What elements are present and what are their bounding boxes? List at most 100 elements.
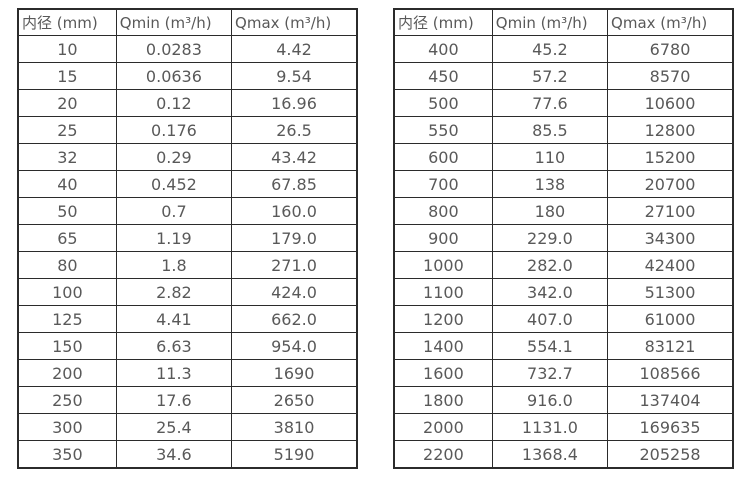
table-cell: 900 — [393, 224, 493, 252]
table-row: 1000 282.0 42400 — [393, 251, 734, 279]
table-cell: 77.6 — [491, 89, 609, 117]
table-cell: 80 — [17, 251, 117, 279]
table-cell: 20 — [17, 89, 117, 117]
table-cell: 15200 — [607, 143, 734, 171]
table-cell: 26.5 — [231, 116, 358, 144]
table-body-small-diameters: 10 0.0283 4.42 15 0.0636 9.54 20 0.12 16.96 25 0.1… — [17, 35, 358, 469]
table-cell: 160.0 — [231, 197, 358, 225]
col-header-qmax: Qmax (m³/h) — [607, 8, 734, 36]
table-row: 700 138 20700 — [393, 170, 734, 198]
table-cell: 12800 — [607, 116, 734, 144]
table-cell: 65 — [17, 224, 117, 252]
table-cell: 137404 — [607, 386, 734, 414]
table-row: 50 0.7 160.0 — [17, 197, 358, 225]
table-cell: 350 — [17, 440, 117, 469]
table-cell: 15 — [17, 62, 117, 90]
table-body-large-diameters: 400 45.2 6780 450 57.2 8570 500 77.6 10600 550 85.… — [393, 35, 734, 469]
table-cell: 282.0 — [491, 251, 609, 279]
table-cell: 1400 — [393, 332, 493, 360]
table-cell: 138 — [491, 170, 609, 198]
header-row: 内径 (mm) Qmin (m³/h) Qmax (m³/h) — [393, 8, 734, 36]
table-cell: 0.12 — [115, 89, 233, 117]
table-row: 600 110 15200 — [393, 143, 734, 171]
table-cell: 9.54 — [231, 62, 358, 90]
table-row: 2000 1131.0 169635 — [393, 413, 734, 441]
col-header-qmin: Qmin (m³/h) — [115, 8, 233, 36]
table-cell: 4.41 — [115, 305, 233, 333]
table-cell: 25.4 — [115, 413, 233, 441]
table-cell: 34300 — [607, 224, 734, 252]
table-cell: 0.29 — [115, 143, 233, 171]
table-cell: 180 — [491, 197, 609, 225]
table-row: 125 4.41 662.0 — [17, 305, 358, 333]
table-cell: 179.0 — [231, 224, 358, 252]
table-cell: 0.0636 — [115, 62, 233, 90]
table-cell: 25 — [17, 116, 117, 144]
col-header-inner-diameter: 内径 (mm) — [393, 8, 493, 36]
table-cell: 34.6 — [115, 440, 233, 469]
table-row: 65 1.19 179.0 — [17, 224, 358, 252]
table-cell: 1600 — [393, 359, 493, 387]
col-header-qmin: Qmin (m³/h) — [491, 8, 609, 36]
table-row: 20 0.12 16.96 — [17, 89, 358, 117]
table-row: 25 0.176 26.5 — [17, 116, 358, 144]
table-row: 400 45.2 6780 — [393, 35, 734, 63]
table-cell: 32 — [17, 143, 117, 171]
table-cell: 916.0 — [491, 386, 609, 414]
table-row: 40 0.452 67.85 — [17, 170, 358, 198]
table-cell: 57.2 — [491, 62, 609, 90]
table-cell: 1368.4 — [491, 440, 609, 469]
table-row: 800 180 27100 — [393, 197, 734, 225]
table-cell: 51300 — [607, 278, 734, 306]
table-cell: 954.0 — [231, 332, 358, 360]
table-cell: 600 — [393, 143, 493, 171]
table-cell: 5190 — [231, 440, 358, 469]
table-cell: 424.0 — [231, 278, 358, 306]
table-row: 1200 407.0 61000 — [393, 305, 734, 333]
table-row: 150 6.63 954.0 — [17, 332, 358, 360]
table-row: 550 85.5 12800 — [393, 116, 734, 144]
table-row: 250 17.6 2650 — [17, 386, 358, 414]
table-cell: 43.42 — [231, 143, 358, 171]
table-row: 100 2.82 424.0 — [17, 278, 358, 306]
table-row: 200 11.3 1690 — [17, 359, 358, 387]
flow-table-small-diameters: 内径 (mm) Qmin (m³/h) Qmax (m³/h) 10 0.0283… — [17, 8, 358, 469]
table-cell: 50 — [17, 197, 117, 225]
table-row: 500 77.6 10600 — [393, 89, 734, 117]
table-cell: 300 — [17, 413, 117, 441]
table-cell: 4.42 — [231, 35, 358, 63]
table-cell: 1200 — [393, 305, 493, 333]
table-cell: 10 — [17, 35, 117, 63]
table-cell: 8570 — [607, 62, 734, 90]
table-cell: 1000 — [393, 251, 493, 279]
table-row: 300 25.4 3810 — [17, 413, 358, 441]
table-cell: 205258 — [607, 440, 734, 469]
table-cell: 554.1 — [491, 332, 609, 360]
table-cell: 271.0 — [231, 251, 358, 279]
table-row: 450 57.2 8570 — [393, 62, 734, 90]
table-cell: 11.3 — [115, 359, 233, 387]
table-cell: 1800 — [393, 386, 493, 414]
table-row: 1600 732.7 108566 — [393, 359, 734, 387]
table-cell: 800 — [393, 197, 493, 225]
table-cell: 400 — [393, 35, 493, 63]
table-cell: 83121 — [607, 332, 734, 360]
table-cell: 108566 — [607, 359, 734, 387]
table-cell: 20700 — [607, 170, 734, 198]
table-cell: 1131.0 — [491, 413, 609, 441]
table-cell: 1.19 — [115, 224, 233, 252]
table-cell: 732.7 — [491, 359, 609, 387]
table-cell: 407.0 — [491, 305, 609, 333]
table-row: 900 229.0 34300 — [393, 224, 734, 252]
tables-container: 内径 (mm) Qmin (m³/h) Qmax (m³/h) 10 0.0283… — [17, 8, 734, 469]
table-cell: 3810 — [231, 413, 358, 441]
table-cell: 0.176 — [115, 116, 233, 144]
table-cell: 85.5 — [491, 116, 609, 144]
flow-table-large-diameters: 内径 (mm) Qmin (m³/h) Qmax (m³/h) 400 45.2 6… — [393, 8, 734, 469]
table-cell: 17.6 — [115, 386, 233, 414]
table-cell: 450 — [393, 62, 493, 90]
table-cell: 100 — [17, 278, 117, 306]
table-cell: 250 — [17, 386, 117, 414]
table-row: 350 34.6 5190 — [17, 440, 358, 469]
col-header-inner-diameter: 内径 (mm) — [17, 8, 117, 36]
